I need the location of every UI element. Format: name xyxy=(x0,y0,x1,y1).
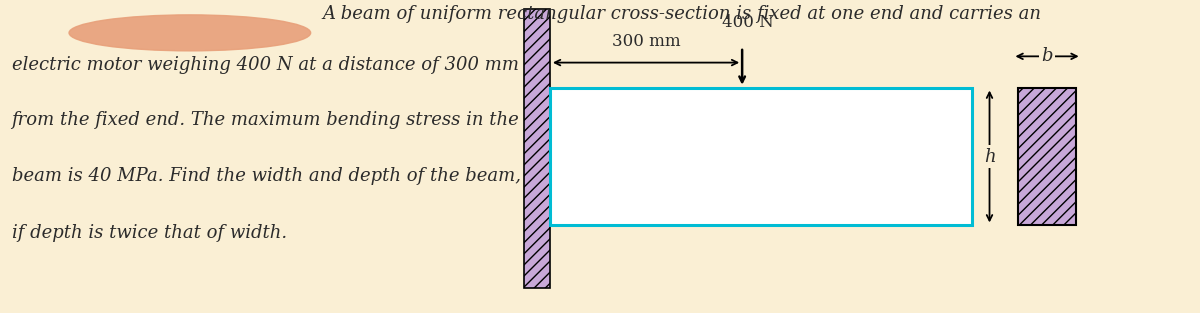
Text: h: h xyxy=(984,147,995,166)
Text: 300 mm: 300 mm xyxy=(612,33,680,50)
Bar xyxy=(550,88,972,225)
Ellipse shape xyxy=(70,15,311,51)
Text: A beam of uniform rectangular cross-section is fixed at one end and carries an: A beam of uniform rectangular cross-sect… xyxy=(322,5,1042,23)
Bar xyxy=(523,9,550,288)
Text: electric motor weighing 400 N at a distance of 300 mm: electric motor weighing 400 N at a dista… xyxy=(12,56,518,74)
Text: b: b xyxy=(1042,47,1052,65)
Bar xyxy=(1019,88,1076,225)
Text: 400 N: 400 N xyxy=(722,14,774,31)
Text: beam is 40 MPa. Find the width and depth of the beam,: beam is 40 MPa. Find the width and depth… xyxy=(12,167,521,186)
Text: from the fixed end. The maximum bending stress in the: from the fixed end. The maximum bending … xyxy=(12,111,520,129)
Text: if depth is twice that of width.: if depth is twice that of width. xyxy=(12,224,287,242)
